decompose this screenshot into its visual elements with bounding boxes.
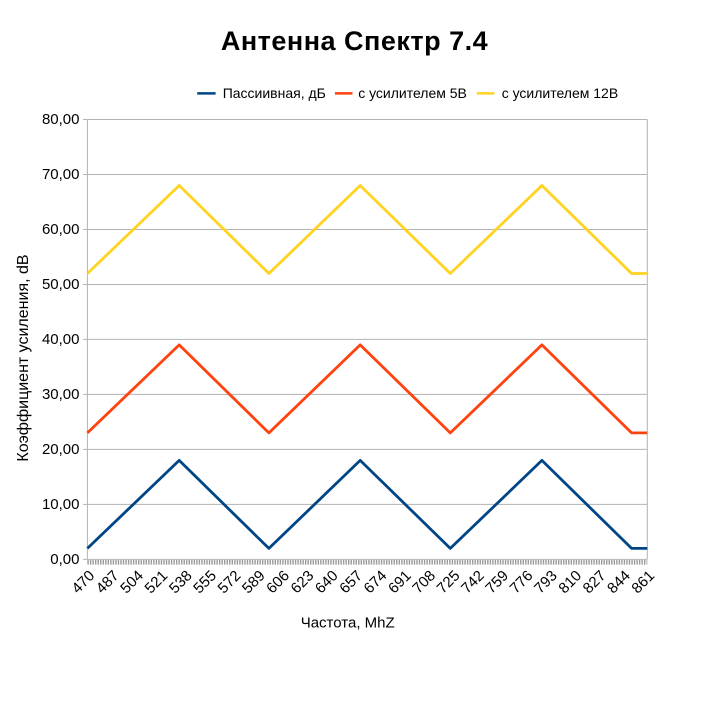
svg-text:80,00: 80,00	[42, 111, 80, 128]
svg-text:10,00: 10,00	[42, 496, 80, 513]
svg-text:Коэффициент усиления, dB: Коэффициент усиления, dB	[15, 254, 32, 461]
svg-text:20,00: 20,00	[42, 441, 80, 458]
svg-text:50,00: 50,00	[42, 276, 80, 293]
svg-text:30,00: 30,00	[42, 386, 80, 403]
svg-text:0,00: 0,00	[50, 551, 79, 568]
svg-text:Антенна Спектр 7.4: Антенна Спектр 7.4	[221, 26, 488, 56]
svg-text:70,00: 70,00	[42, 166, 80, 183]
svg-text:с усилителем 12В: с усилителем 12В	[502, 85, 619, 101]
svg-text:40,00: 40,00	[42, 331, 80, 348]
svg-text:60,00: 60,00	[42, 221, 80, 238]
svg-text:Пассиивная, дБ: Пассиивная, дБ	[223, 85, 326, 101]
svg-text:с усилителем 5В: с усилителем 5В	[358, 85, 467, 101]
svg-text:Частота, MhZ: Частота, MhZ	[301, 615, 395, 632]
